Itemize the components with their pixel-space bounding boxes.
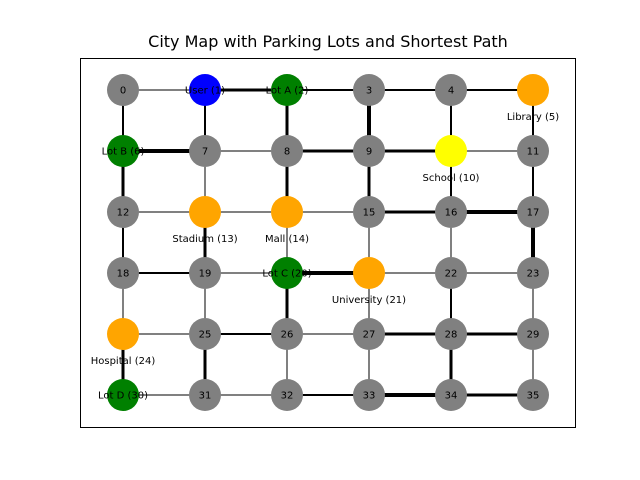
node-8 — [271, 135, 303, 167]
node-27 — [353, 318, 385, 350]
node-0 — [107, 74, 139, 106]
node-2 — [271, 74, 303, 106]
node-label-30: Lot D (30) — [98, 391, 148, 402]
node-18 — [107, 257, 139, 289]
node-label-28: 28 — [445, 330, 458, 341]
plot-frame — [80, 58, 576, 428]
node-label-35: 35 — [527, 391, 540, 402]
diagram-title: City Map with Parking Lots and Shortest … — [148, 32, 508, 51]
map-nodes — [107, 74, 549, 411]
node-32 — [271, 379, 303, 411]
node-30 — [107, 379, 139, 411]
node-label-19: 19 — [199, 269, 212, 280]
node-label-34: 34 — [445, 391, 458, 402]
node-label-1: User (1) — [185, 86, 225, 97]
node-label-2: Lot A (2) — [266, 86, 309, 97]
node-16 — [435, 196, 467, 228]
node-label-0: 0 — [120, 86, 126, 97]
node-label-7: 7 — [202, 147, 208, 158]
node-10 — [435, 135, 467, 167]
node-15 — [353, 196, 385, 228]
node-33 — [353, 379, 385, 411]
node-6 — [107, 135, 139, 167]
node-21 — [353, 257, 385, 289]
node-label-23: 23 — [527, 269, 540, 280]
node-34 — [435, 379, 467, 411]
node-label-9: 9 — [366, 147, 372, 158]
node-35 — [517, 379, 549, 411]
node-label-25: 25 — [199, 330, 212, 341]
node-17 — [517, 196, 549, 228]
node-label-5: Library (5) — [507, 112, 559, 123]
node-label-20: Lot C (20) — [262, 269, 311, 280]
node-23 — [517, 257, 549, 289]
node-label-6: Lot B (6) — [102, 147, 145, 158]
node-label-22: 22 — [445, 269, 458, 280]
node-7 — [189, 135, 221, 167]
node-label-12: 12 — [117, 208, 130, 219]
node-9 — [353, 135, 385, 167]
node-31 — [189, 379, 221, 411]
node-label-3: 3 — [366, 86, 372, 97]
node-label-13: Stadium (13) — [172, 234, 237, 245]
node-11 — [517, 135, 549, 167]
node-26 — [271, 318, 303, 350]
node-12 — [107, 196, 139, 228]
node-label-14: Mall (14) — [265, 234, 309, 245]
node-label-27: 27 — [363, 330, 376, 341]
node-label-4: 4 — [448, 86, 454, 97]
node-5 — [517, 74, 549, 106]
node-1 — [189, 74, 221, 106]
node-25 — [189, 318, 221, 350]
node-label-17: 17 — [527, 208, 540, 219]
node-label-10: School (10) — [423, 173, 480, 184]
node-3 — [353, 74, 385, 106]
node-label-29: 29 — [527, 330, 540, 341]
node-14 — [271, 196, 303, 228]
node-label-21: University (21) — [332, 295, 406, 306]
node-label-8: 8 — [284, 147, 290, 158]
node-13 — [189, 196, 221, 228]
node-label-33: 33 — [363, 391, 376, 402]
node-20 — [271, 257, 303, 289]
node-label-11: 11 — [527, 147, 540, 158]
node-label-31: 31 — [199, 391, 212, 402]
node-24 — [107, 318, 139, 350]
node-29 — [517, 318, 549, 350]
node-label-15: 15 — [363, 208, 376, 219]
node-28 — [435, 318, 467, 350]
node-label-32: 32 — [281, 391, 294, 402]
node-19 — [189, 257, 221, 289]
node-label-24: Hospital (24) — [91, 356, 156, 367]
node-22 — [435, 257, 467, 289]
node-label-26: 26 — [281, 330, 294, 341]
node-4 — [435, 74, 467, 106]
node-label-18: 18 — [117, 269, 130, 280]
node-label-16: 16 — [445, 208, 458, 219]
